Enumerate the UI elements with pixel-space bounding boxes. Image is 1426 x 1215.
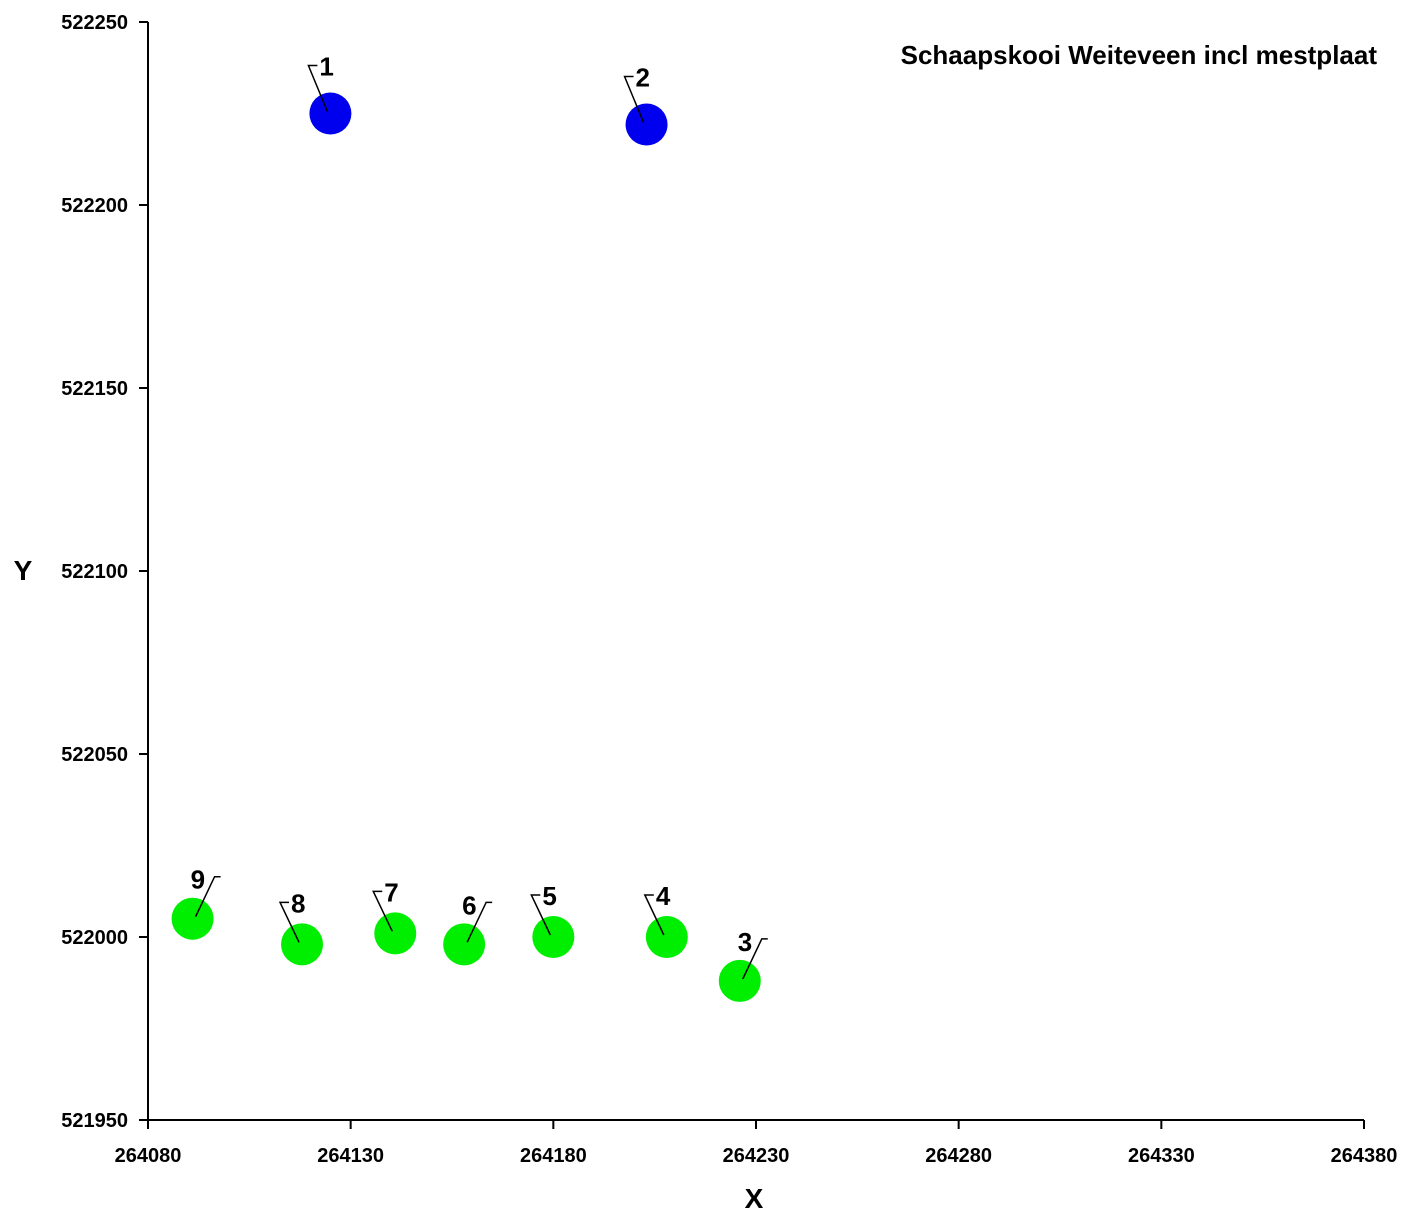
point-label: 8 [291, 888, 305, 918]
y-ticks: 521950 522000 522050 522100 522150 522200 5222… [61, 12, 148, 1132]
x-tick-label: 264230 [723, 1145, 790, 1167]
x-tick-label: 264380 [1331, 1145, 1398, 1167]
point-leader-line [194, 875, 221, 918]
point-label: 9 [191, 865, 205, 895]
x-tick-label: 264180 [520, 1145, 587, 1167]
data-point [309, 92, 352, 135]
x-tick-label: 264080 [115, 1145, 182, 1167]
data-points: 1 2 3 4 5 6 7 8 9 [171, 52, 768, 1002]
data-point [625, 103, 668, 146]
y-tick-label: 522200 [61, 195, 128, 217]
data-point [171, 897, 214, 940]
data-point [281, 923, 324, 966]
point-leader-line [307, 64, 329, 112]
point-leader-line [742, 938, 768, 980]
point-label: 7 [384, 877, 398, 907]
x-tick-label: 264130 [317, 1145, 384, 1167]
point-leader-line [643, 894, 665, 936]
x-tick-label: 264280 [925, 1145, 992, 1167]
y-tick-label: 522050 [61, 744, 128, 766]
x-tick-label: 264330 [1128, 1145, 1195, 1167]
point-leader-line [278, 901, 300, 943]
point-leader-line [372, 890, 393, 932]
point-label: 5 [542, 881, 556, 911]
data-point [443, 923, 486, 966]
y-axis-title: Y [14, 555, 33, 586]
point-label: 6 [462, 890, 476, 920]
data-point [532, 916, 575, 958]
point-leader-line [530, 894, 552, 936]
point-label: 3 [738, 927, 752, 957]
x-ticks: 264080 264130 264180 264230 264280 264330 2643… [115, 1120, 1398, 1167]
point-label: 1 [319, 52, 333, 82]
data-point [374, 912, 417, 955]
data-point [645, 916, 688, 958]
data-point [718, 959, 761, 1002]
y-tick-label: 522100 [61, 561, 128, 583]
y-tick-label: 521950 [61, 1110, 128, 1132]
y-tick-label: 522150 [61, 378, 128, 400]
point-label: 2 [636, 62, 650, 92]
x-axis-title: X [745, 1183, 764, 1214]
point-leader-line [466, 901, 493, 943]
chart-title: Schaapskooi Weiteveen incl mestplaat [901, 40, 1378, 70]
point-leader-line [623, 75, 645, 123]
y-tick-label: 522250 [61, 12, 128, 34]
axes: 521950 522000 522050 522100 522150 522200 5222… [61, 12, 1397, 1167]
y-tick-label: 522000 [61, 927, 128, 949]
point-label: 4 [656, 881, 671, 911]
